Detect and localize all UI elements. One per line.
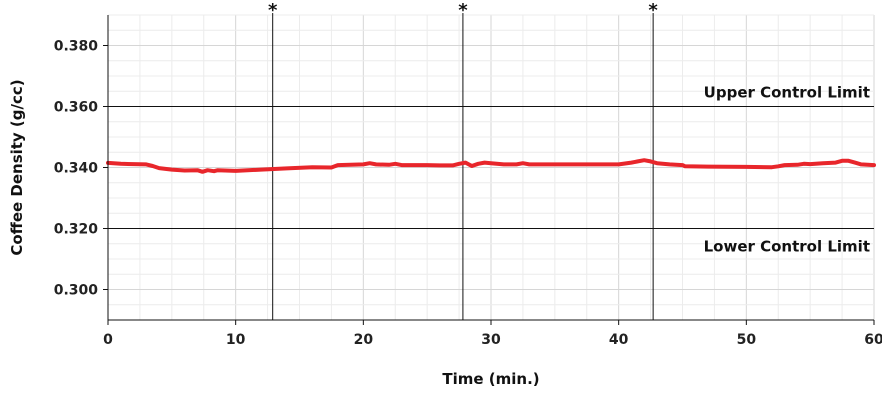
y-axis-ticks: 0.300 0.320 0.340 0.360 0.380 (54, 39, 108, 299)
y-tick-label: 0.380 (54, 39, 99, 55)
x-tick-label: 20 (354, 332, 374, 348)
grid-lines (107, 14, 875, 321)
y-tick-label: 0.360 (54, 100, 99, 116)
event-markers: * * * (268, 0, 658, 320)
x-tick-label: 50 (737, 332, 757, 348)
x-tick-label: 60 (864, 332, 882, 348)
density-series-line (106, 158, 876, 174)
lower-control-limit-label: Lower Control Limit (704, 238, 870, 256)
x-tick-label: 10 (226, 332, 246, 348)
y-tick-label: 0.340 (54, 161, 99, 177)
y-axis-title: Coffee Density (g/cc) (8, 79, 26, 255)
y-tick-label: 0.300 (54, 283, 99, 299)
x-axis-ticks: 0 10 20 30 40 50 60 (103, 320, 882, 348)
control-limits: Upper Control Limit Lower Control Limit (108, 84, 874, 256)
x-tick-label: 30 (481, 332, 501, 348)
event-marker-label: * (268, 0, 278, 21)
x-tick-label: 40 (609, 332, 629, 348)
upper-control-limit-label: Upper Control Limit (704, 84, 870, 102)
y-tick-label: 0.320 (54, 222, 99, 238)
x-tick-label: 0 (103, 332, 113, 348)
x-axis-title: Time (min.) (442, 370, 539, 388)
event-marker-label: * (458, 0, 468, 21)
event-marker-label: * (648, 0, 658, 21)
